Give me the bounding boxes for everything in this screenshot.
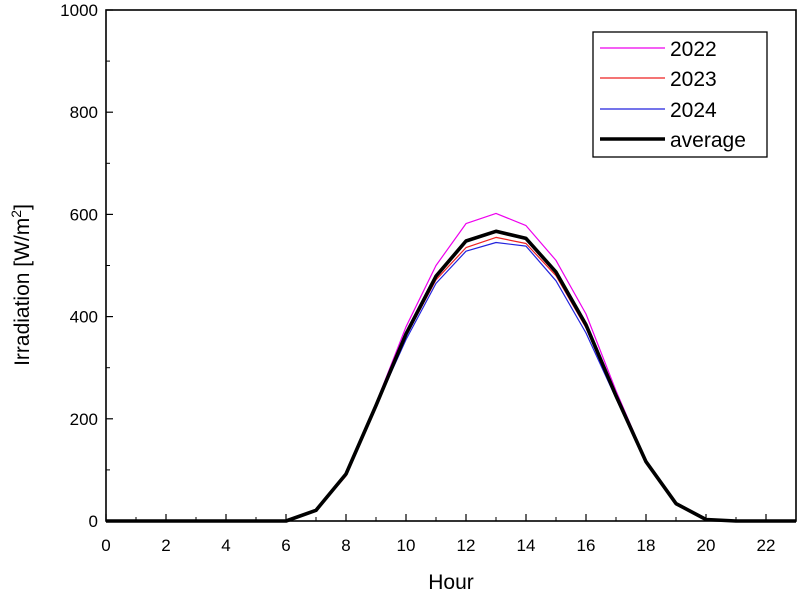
series-layer bbox=[106, 212, 796, 523]
legend-label-2024: 2024 bbox=[670, 99, 717, 122]
x-tick-label: 4 bbox=[221, 536, 230, 555]
y-tick-label: 800 bbox=[70, 103, 98, 122]
legend-box bbox=[592, 31, 768, 158]
x-axis: 0 2 4 6 8 10 12 14 16 18 20 22 bbox=[101, 514, 775, 555]
x-tick-label: 16 bbox=[577, 536, 596, 555]
x-tick-label: 8 bbox=[341, 536, 350, 555]
y-tick-label: 200 bbox=[70, 410, 98, 429]
x-tick-label: 18 bbox=[637, 536, 656, 555]
y-tick-label: 600 bbox=[70, 205, 98, 224]
x-tick-label: 6 bbox=[281, 536, 290, 555]
x-tick-label: 14 bbox=[517, 536, 536, 555]
x-tick-label: 12 bbox=[457, 536, 476, 555]
legend-label-2023: 2023 bbox=[670, 68, 717, 91]
legend-label-average: average bbox=[670, 129, 746, 152]
y-tick-label: 1000 bbox=[60, 1, 98, 20]
x-tick-label: 0 bbox=[101, 536, 110, 555]
y-tick-label: 400 bbox=[70, 308, 98, 327]
y-axis-title-superscript: 2 bbox=[8, 210, 24, 218]
y-axis: 0 200 400 600 800 1000 bbox=[60, 1, 113, 531]
x-tick-label: 2 bbox=[161, 536, 170, 555]
y-tick-label: 0 bbox=[89, 512, 98, 531]
x-tick-label: 20 bbox=[697, 536, 716, 555]
x-axis-title: Hour bbox=[428, 571, 474, 594]
series-line-2023 bbox=[106, 236, 796, 522]
series-line-average bbox=[106, 229, 796, 523]
x-tick-label: 10 bbox=[397, 536, 416, 555]
series-line-2024 bbox=[106, 241, 796, 522]
legend-label-2022: 2022 bbox=[670, 38, 717, 61]
y-axis-title: Irradiation [W/m2] bbox=[8, 204, 34, 366]
legend: 2022 2023 2024 average bbox=[592, 31, 768, 158]
x-tick-label: 22 bbox=[757, 536, 776, 555]
